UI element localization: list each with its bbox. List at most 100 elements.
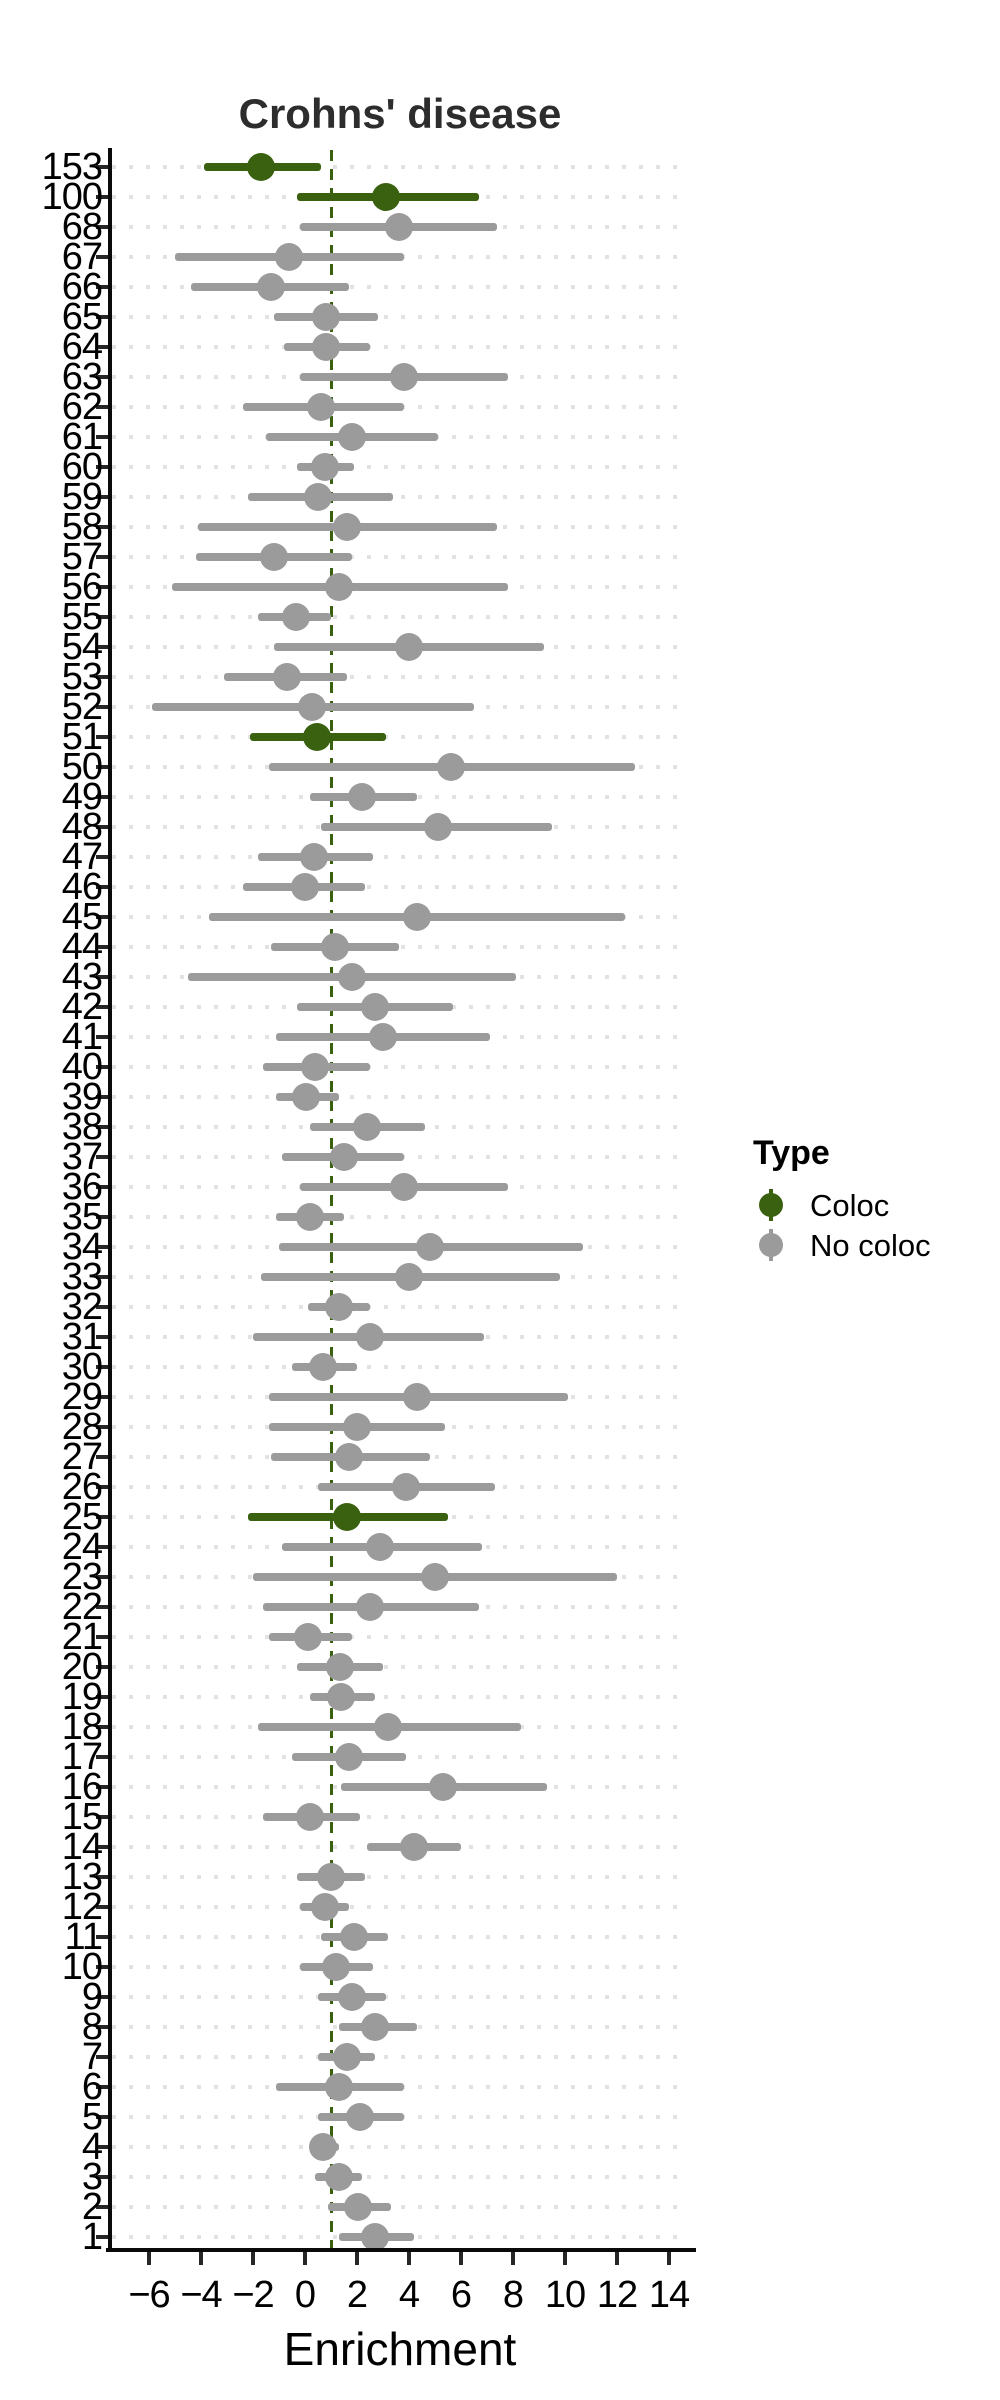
y-axis-tick [96, 1425, 108, 1429]
y-axis-label: 38 [61, 1106, 103, 1148]
y-axis-tick [96, 1095, 108, 1099]
x-axis-tick [355, 2252, 359, 2265]
legend-item-label: No coloc [810, 1228, 931, 1263]
x-axis-tick-label: −2 [232, 2274, 274, 2316]
point-estimate-dot [374, 1713, 403, 1741]
y-axis-label: 25 [61, 1496, 103, 1538]
point-estimate-dot [332, 513, 361, 541]
y-axis-label: 58 [61, 506, 103, 548]
y-axis-tick [96, 1515, 108, 1519]
grid-line [112, 855, 690, 859]
point-estimate-dot [259, 543, 288, 571]
y-axis-label: 4 [81, 2126, 103, 2168]
y-axis-label: 45 [61, 896, 103, 938]
y-axis-label: 21 [61, 1616, 103, 1658]
y-axis-tick [96, 195, 108, 199]
y-axis-label: 18 [61, 1706, 103, 1748]
point-estimate-dot [257, 273, 286, 301]
y-axis-tick [96, 825, 108, 829]
y-axis-label: 20 [61, 1646, 103, 1688]
grid-line [112, 285, 690, 289]
y-axis-tick [96, 2175, 108, 2179]
point-estimate-dot [309, 2133, 338, 2161]
point-estimate-dot [335, 1443, 364, 1471]
point-estimate-dot [275, 243, 304, 271]
y-axis-label: 61 [61, 416, 103, 458]
grid-line [112, 1305, 690, 1309]
grid-line [112, 1935, 690, 1939]
point-estimate-dot [340, 1923, 369, 1951]
y-axis-label: 52 [61, 686, 103, 728]
point-estimate-dot [317, 1863, 345, 1891]
grid-line [112, 1665, 690, 1669]
grid-line [112, 1905, 690, 1909]
point-estimate-dot [361, 2013, 390, 2041]
x-axis-tick [459, 2252, 463, 2265]
y-axis-label: 55 [61, 596, 103, 638]
point-estimate-dot [366, 1533, 395, 1561]
point-estimate-dot [296, 1203, 325, 1231]
grid-line [112, 345, 690, 349]
x-axis-tick [407, 2252, 411, 2265]
y-axis-label: 3 [81, 2156, 103, 2198]
point-estimate-dot [402, 903, 431, 931]
y-axis-tick [96, 705, 108, 709]
point-estimate-dot [337, 1983, 366, 2011]
y-axis-tick [96, 795, 108, 799]
point-estimate-dot [293, 1623, 322, 1651]
no-coloc-dot-icon [759, 1233, 783, 1257]
y-axis-label: 49 [61, 776, 103, 818]
x-axis-line [106, 2248, 696, 2252]
y-axis-label: 68 [61, 206, 103, 248]
x-axis-tick-label: −6 [128, 2274, 170, 2316]
y-axis-label: 67 [61, 236, 103, 278]
y-axis-label: 14 [61, 1826, 103, 1868]
y-axis-label: 50 [61, 746, 103, 788]
x-axis-tick [563, 2252, 567, 2265]
point-estimate-dot [348, 783, 377, 811]
y-axis-tick [96, 1395, 108, 1399]
grid-line [112, 1995, 690, 1999]
point-estimate-dot [272, 663, 301, 691]
y-axis-label: 43 [61, 956, 103, 998]
point-estimate-dot [297, 693, 326, 721]
x-axis-tick [667, 2252, 671, 2265]
y-axis-label: 66 [61, 266, 103, 308]
y-axis-label: 24 [61, 1526, 103, 1568]
y-axis-tick [96, 1875, 108, 1879]
grid-line [112, 1065, 690, 1069]
x-axis-tick [303, 2252, 307, 2265]
y-axis-label: 100 [41, 176, 103, 218]
point-estimate-dot [356, 1323, 384, 1351]
grid-line [112, 1815, 690, 1819]
y-axis-tick [96, 1995, 108, 1999]
grid-line [112, 1635, 690, 1639]
grid-line [112, 1965, 690, 1969]
grid-line [112, 615, 690, 619]
x-axis-tick-label: 8 [502, 2274, 524, 2316]
y-axis-tick [96, 1365, 108, 1369]
x-axis-tick-label: 12 [596, 2274, 638, 2316]
y-axis-label: 11 [64, 1916, 103, 1958]
point-estimate-dot [296, 1803, 325, 1831]
point-estimate-dot [311, 333, 340, 361]
point-estimate-dot [330, 1143, 358, 1171]
point-estimate-dot [345, 2103, 374, 2131]
point-estimate-dot [310, 1893, 339, 1921]
chart-title: Crohns' disease [238, 90, 562, 137]
y-axis-tick [96, 1845, 108, 1849]
point-estimate-dot [324, 1293, 353, 1321]
point-estimate-dot [332, 2043, 361, 2071]
point-estimate-dot [324, 2163, 353, 2191]
y-axis-label: 53 [61, 656, 103, 698]
y-axis-label: 12 [61, 1886, 103, 1928]
y-axis-label: 9 [81, 1976, 103, 2018]
y-axis-label: 15 [61, 1796, 103, 1838]
y-axis-label: 46 [61, 866, 103, 908]
grid-line [112, 315, 690, 319]
y-axis-label: 29 [61, 1376, 103, 1418]
point-estimate-dot [389, 1173, 418, 1201]
point-estimate-dot [300, 843, 329, 871]
